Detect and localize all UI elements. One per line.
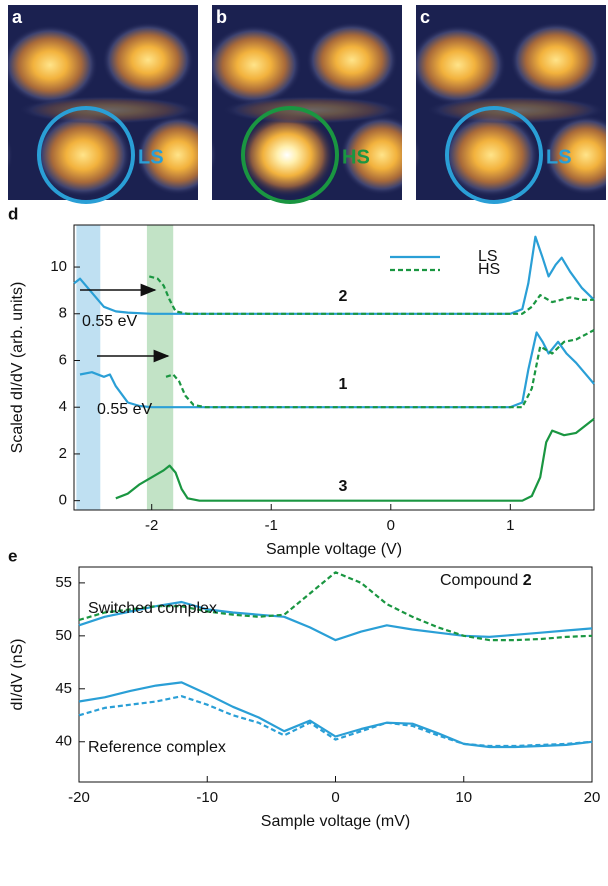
x-tick-label: -10 (196, 789, 218, 806)
stm-image: b HS (212, 5, 402, 204)
legend-label: LS (478, 248, 498, 265)
blob (239, 113, 335, 197)
curve-label: 3 (339, 478, 348, 495)
x-tick-label: 0 (387, 517, 395, 534)
blob (136, 115, 198, 195)
chart-title: Compound 2 (440, 572, 532, 589)
x-tick-label: -1 (265, 517, 278, 534)
blob (426, 96, 606, 124)
title-number: 2 (523, 572, 532, 589)
y-axis-label: Scaled dI/dV (arb. units) (9, 282, 26, 454)
y-tick-label: 40 (55, 733, 72, 750)
y-tick-label: 10 (50, 258, 67, 275)
blob (212, 136, 217, 174)
band (146, 225, 174, 510)
panel-letter: c (420, 7, 430, 27)
panel-letter: b (216, 7, 227, 27)
y-tick-label: 45 (55, 680, 72, 697)
series-line (149, 275, 594, 315)
annotation: 0.55 eV (97, 401, 152, 418)
y-axis-label: dI/dV (nS) (9, 638, 26, 710)
blob (212, 25, 302, 105)
y-tick-label: 50 (55, 627, 72, 644)
state-label: HS (342, 146, 370, 168)
series-line (78, 571, 593, 642)
y-tick-label: 8 (59, 305, 67, 322)
blob (416, 136, 421, 174)
stm-image: c LS (416, 5, 606, 204)
blob (8, 136, 13, 174)
panel-letter: e (8, 546, 17, 565)
blob (510, 22, 602, 98)
y-tick-label: 6 (59, 351, 67, 368)
plot-frame (73, 224, 595, 511)
ring (241, 106, 339, 204)
blob (8, 25, 98, 105)
ring (37, 106, 135, 204)
curve-label: 1 (339, 376, 348, 393)
series-line (78, 695, 593, 748)
annotation: 0.55 eV (82, 313, 137, 330)
series-line (115, 418, 595, 502)
blob (443, 113, 539, 197)
annotation: Switched complex (88, 600, 217, 617)
x-tick-label: -2 (145, 517, 158, 534)
stm-image: a LS (8, 5, 198, 204)
series-line (78, 681, 593, 749)
x-tick-label: 1 (506, 517, 514, 534)
image-content (8, 5, 198, 200)
x-tick-label: 0 (331, 789, 339, 806)
panel-letter: a (12, 7, 23, 27)
legend-label: HS (478, 261, 500, 278)
series-line (79, 331, 595, 409)
x-tick-label: 20 (584, 789, 601, 806)
state-label: LS (138, 146, 164, 168)
blob (18, 96, 198, 124)
y-tick-label: 4 (59, 398, 67, 415)
y-tick-label: 55 (55, 574, 72, 591)
series-line (73, 235, 595, 315)
blob (306, 22, 398, 98)
series-line (165, 329, 595, 409)
x-axis-label: Sample voltage (V) (266, 541, 402, 558)
band (76, 225, 101, 510)
panel-letter: d (8, 204, 18, 223)
blob (35, 113, 131, 197)
blob (416, 25, 506, 105)
x-axis-label: Sample voltage (mV) (261, 813, 410, 830)
blob (340, 115, 402, 195)
x-tick-label: 10 (455, 789, 472, 806)
y-tick-label: 0 (59, 492, 67, 509)
curve-label: 2 (339, 288, 348, 305)
series-line (78, 600, 593, 642)
blob (544, 115, 606, 195)
state-label: LS (546, 146, 572, 168)
ring (445, 106, 543, 204)
blob (222, 96, 402, 124)
title-text: Compound (440, 572, 518, 589)
y-tick-label: 2 (59, 445, 67, 462)
x-tick-label: -20 (68, 789, 90, 806)
annotation: Reference complex (88, 739, 226, 756)
blob (102, 22, 194, 98)
